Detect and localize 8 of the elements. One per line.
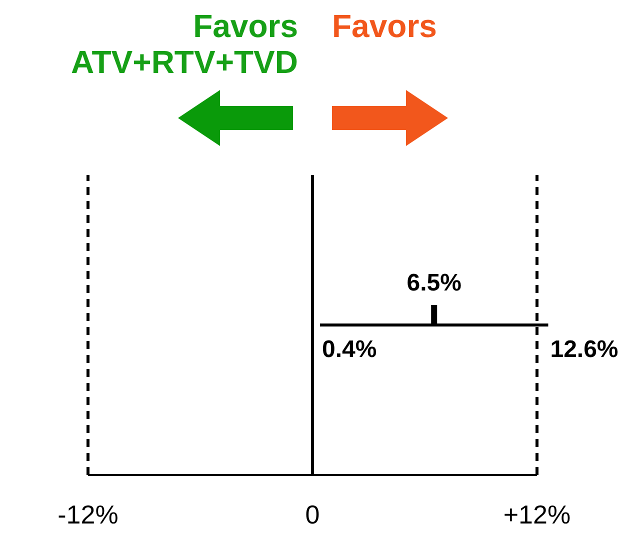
- x-tick-label: +12%: [503, 499, 571, 530]
- text: Favors ATV+RTV+TVD: [70, 8, 298, 80]
- text: Favors: [332, 8, 438, 44]
- data-label: 6.5%: [406, 269, 462, 296]
- text: 12.6%: [550, 336, 618, 363]
- x-tick-label: 0: [305, 499, 320, 530]
- annotation: 0.4%: [322, 336, 377, 363]
- x-tick-label: -12%: [58, 499, 118, 530]
